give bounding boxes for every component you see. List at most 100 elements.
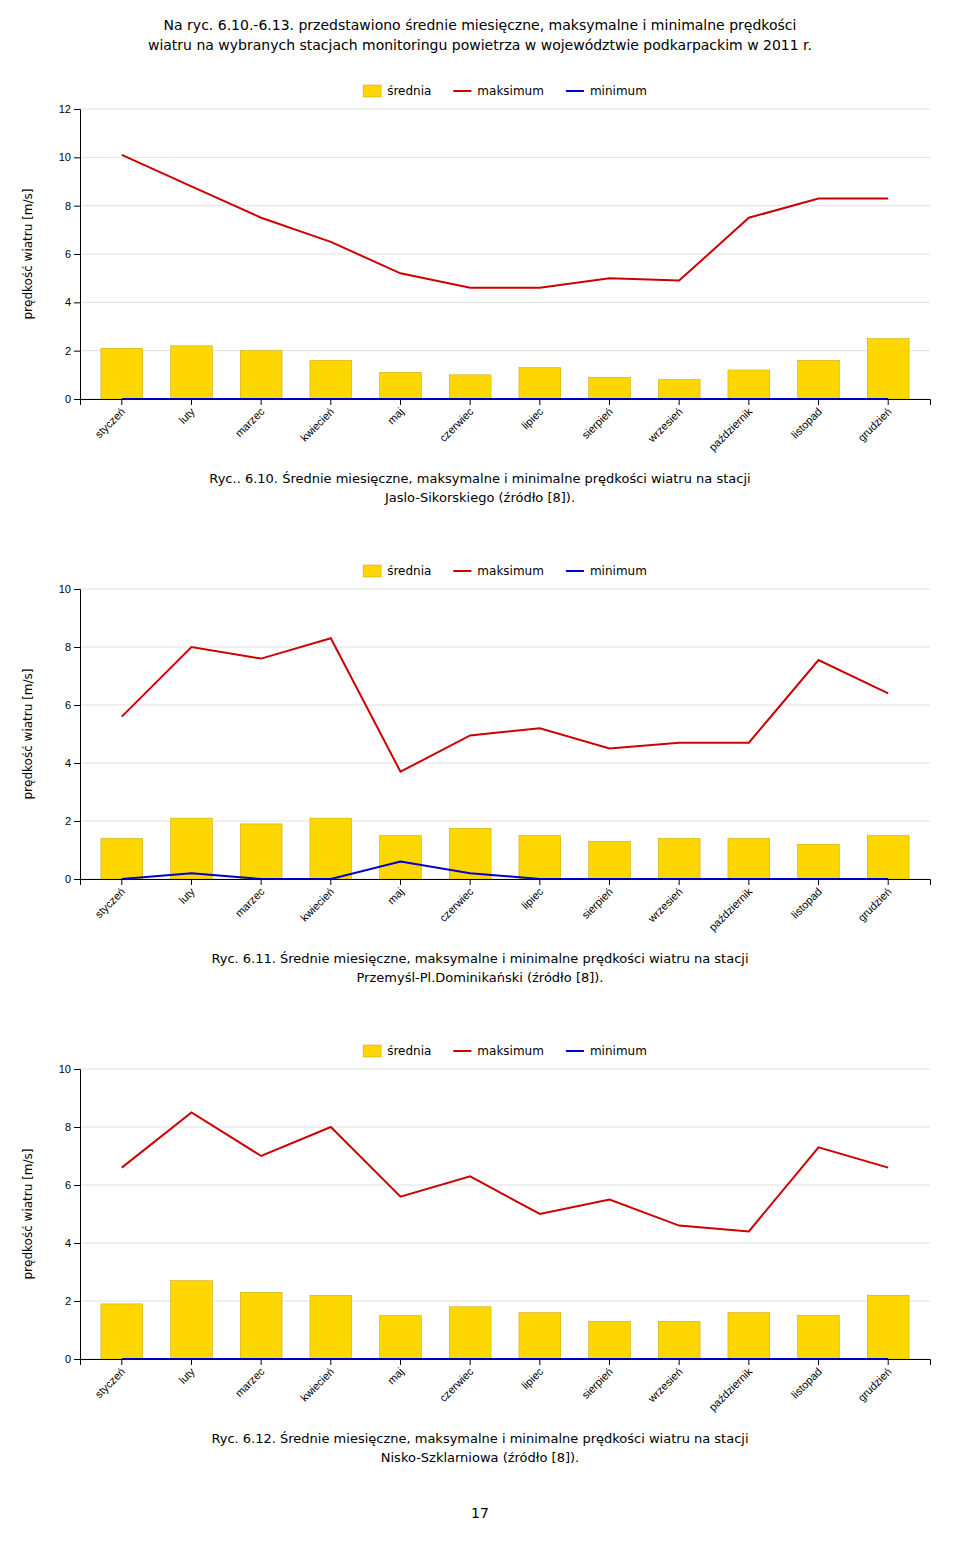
tick-mark	[818, 399, 819, 405]
tick: styczeń	[92, 879, 127, 920]
bar	[449, 375, 491, 399]
tick: grudzień	[855, 879, 893, 924]
grid-line	[80, 1243, 930, 1244]
tick-mark	[121, 1359, 122, 1365]
tick-mark	[818, 1359, 819, 1365]
tick-label: 4	[65, 757, 71, 769]
tick-mark	[539, 879, 540, 885]
legend-item: maksimum	[453, 84, 544, 98]
tick-label: lipiec	[519, 1365, 546, 1392]
tick-mark	[74, 821, 80, 822]
y-axis-title: prędkość wiatru [m/s]	[21, 669, 35, 800]
tick-label: 10	[59, 1063, 71, 1075]
tick: luty	[176, 399, 197, 426]
tick-mark	[261, 879, 262, 885]
y-axis-title: prędkość wiatru [m/s]	[21, 189, 35, 320]
tick-mark	[609, 879, 610, 885]
line	[122, 1113, 888, 1232]
grid-line	[80, 705, 930, 706]
x-axis: styczeńlutymarzeckwiecieńmajczerwieclipi…	[81, 1359, 931, 1413]
bar	[867, 339, 909, 399]
tick: październik	[706, 879, 754, 933]
tick-mark	[74, 302, 80, 303]
tick-mark	[261, 399, 262, 405]
tick-mark	[74, 705, 80, 706]
tick-mark	[191, 1359, 192, 1365]
tick-label: 2	[65, 345, 71, 357]
tick-mark	[74, 109, 80, 110]
grid-line	[80, 763, 930, 764]
tick-mark	[121, 879, 122, 885]
legend: średniamaksimumminimum	[363, 84, 647, 98]
tick-label: 2	[65, 815, 71, 827]
tick: 8	[65, 200, 80, 212]
tick-mark	[74, 351, 80, 352]
legend-label: średnia	[387, 1044, 431, 1058]
tick-label: 10	[59, 151, 71, 163]
tick-label: 0	[65, 393, 71, 405]
bar	[798, 1316, 840, 1360]
bar	[589, 377, 631, 399]
grid-line	[80, 1069, 930, 1070]
tick-label: maj	[385, 405, 406, 426]
tick: maj	[385, 399, 406, 426]
tick-mark	[748, 1359, 749, 1365]
tick-mark	[539, 399, 540, 405]
bar	[589, 841, 631, 879]
bar	[658, 380, 700, 399]
tick-mark	[818, 879, 819, 885]
y-axis: 024681012	[59, 103, 81, 405]
legend-item: minimum	[566, 84, 647, 98]
line	[122, 862, 888, 879]
tick-mark	[261, 1359, 262, 1365]
bar	[798, 360, 840, 399]
tick: 10	[59, 1063, 80, 1075]
tick: lipiec	[519, 879, 546, 912]
tick: marzec	[233, 399, 267, 439]
legend-swatch	[453, 570, 471, 572]
bar	[101, 838, 143, 879]
chart-title: Jaslo-Sikorskiego (źródło [8]).	[384, 490, 575, 505]
tick: luty	[176, 879, 197, 906]
tick-label: maj	[385, 1365, 406, 1386]
legend-swatch	[566, 1050, 584, 1052]
bar	[728, 838, 770, 879]
tick-mark	[74, 1359, 80, 1360]
tick-label: 8	[65, 641, 71, 653]
tick: wrzesień	[645, 399, 685, 445]
legend-item: średnia	[363, 564, 431, 578]
legend-swatch	[363, 565, 381, 577]
tick-mark	[74, 589, 80, 590]
bar	[171, 1281, 213, 1359]
tick-mark	[888, 399, 889, 405]
bar	[867, 1295, 909, 1359]
tick: 8	[65, 641, 80, 653]
grid-line	[80, 254, 930, 255]
chart-title: Ryc.. 6.10. Średnie miesięczne, maksymal…	[209, 471, 750, 486]
tick: luty	[176, 1359, 197, 1386]
legend-label: maksimum	[477, 84, 544, 98]
tick-mark	[74, 1185, 80, 1186]
tick: październik	[706, 1359, 754, 1413]
tick-label: 10	[59, 583, 71, 595]
line	[122, 398, 888, 399]
tick-label: 0	[65, 1353, 71, 1365]
tick: 4	[65, 757, 80, 769]
axis-line	[81, 880, 931, 886]
tick-mark	[74, 157, 80, 158]
tick-label: czerwiec	[437, 1365, 476, 1404]
tick: maj	[385, 879, 406, 906]
tick-label: luty	[176, 1365, 197, 1386]
tick-label: sierpień	[579, 405, 615, 441]
grid	[80, 1069, 930, 1359]
legend-swatch	[566, 570, 584, 572]
tick: czerwiec	[437, 879, 476, 924]
grid-line	[80, 109, 930, 110]
tick-label: wrzesień	[645, 405, 685, 445]
bar	[380, 836, 422, 880]
tick: sierpień	[579, 879, 615, 921]
tick-label: styczeń	[92, 1365, 127, 1400]
grid-line	[80, 589, 930, 590]
tick-mark	[74, 1127, 80, 1128]
tick: kwiecień	[298, 879, 336, 924]
